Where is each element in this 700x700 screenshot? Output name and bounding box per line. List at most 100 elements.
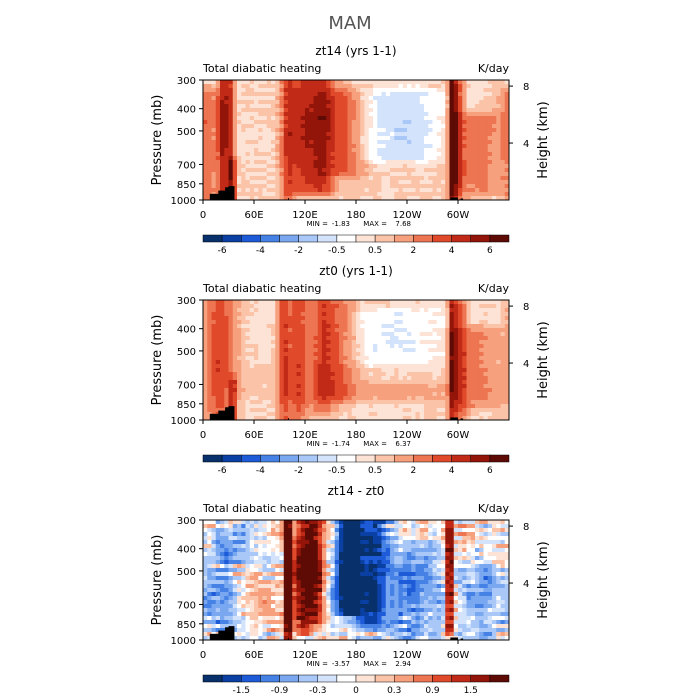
- heatmap-cell: [466, 544, 472, 549]
- heatmap-cell: [271, 152, 276, 157]
- heatmap-cell: [305, 196, 310, 201]
- heatmap-cell: [449, 88, 455, 93]
- heatmap-cell: [381, 312, 387, 317]
- heatmap-cell: [207, 300, 212, 305]
- heatmap-cell: [475, 320, 480, 325]
- heatmap-cell: [356, 356, 361, 361]
- heatmap-cell: [232, 108, 238, 113]
- heatmap-cell: [496, 316, 501, 321]
- heatmap-cell: [449, 528, 455, 533]
- heatmap-cell: [445, 412, 450, 417]
- heatmap-cell: [462, 528, 467, 533]
- heatmap-cell: [453, 392, 459, 397]
- heatmap-cell: [475, 104, 480, 109]
- heatmap-cell: [381, 136, 387, 141]
- heatmap-cell: [407, 364, 412, 369]
- heatmap-cell: [279, 340, 285, 345]
- heatmap-cell: [475, 116, 480, 121]
- heatmap-cell: [364, 184, 370, 189]
- heatmap-cell: [203, 120, 208, 125]
- heatmap-cell: [432, 128, 438, 133]
- heatmap-cell: [402, 308, 408, 313]
- heatmap-cell: [288, 84, 293, 89]
- heatmap-cell: [453, 136, 459, 141]
- heatmap-cell: [211, 172, 217, 177]
- heatmap-cell: [356, 300, 361, 305]
- heatmap-cell: [220, 152, 225, 157]
- heatmap-cell: [334, 308, 340, 313]
- heatmap-cell: [279, 324, 285, 329]
- heatmap-cell: [305, 392, 310, 397]
- heatmap-cell: [466, 308, 472, 313]
- heatmap-cell: [220, 168, 225, 173]
- heatmap-cell: [220, 104, 225, 109]
- heatmap-cell: [343, 108, 348, 113]
- heatmap-cell: [224, 180, 229, 185]
- heatmap-cell: [224, 392, 229, 397]
- heatmap-cell: [496, 180, 501, 185]
- heatmap-cell: [432, 140, 438, 145]
- heatmap-cell: [441, 144, 446, 149]
- heatmap-cell: [351, 88, 357, 93]
- heatmap-cell: [237, 540, 242, 545]
- heatmap-cell: [487, 172, 493, 177]
- heatmap-cell: [458, 136, 463, 141]
- heatmap-cell: [249, 168, 255, 173]
- heatmap-cell: [237, 404, 242, 409]
- heatmap-cell: [470, 312, 476, 317]
- heatmap-cell: [475, 344, 480, 349]
- heatmap-cell: [441, 412, 446, 417]
- heatmap-cell: [449, 336, 455, 341]
- heatmap-cell: [368, 168, 374, 173]
- heatmap-cell: [266, 328, 272, 333]
- heatmap-cell: [504, 304, 510, 309]
- heatmap-cell: [309, 88, 314, 93]
- heatmap-cell: [245, 160, 251, 165]
- heatmap-cell: [496, 184, 501, 189]
- heatmap-cell: [424, 176, 429, 181]
- heatmap-cell: [241, 84, 246, 89]
- heatmap-cell: [211, 384, 217, 389]
- heatmap-cell: [368, 352, 374, 357]
- heatmap-cell: [309, 408, 314, 413]
- heatmap-cell: [343, 400, 348, 405]
- heatmap-cell: [245, 140, 251, 145]
- heatmap-cell: [288, 520, 293, 525]
- heatmap-cell: [424, 108, 429, 113]
- heatmap-cell: [432, 328, 438, 333]
- heatmap-cell: [271, 344, 276, 349]
- heatmap-cell: [266, 160, 272, 165]
- heatmap-cell: [224, 404, 229, 409]
- heatmap-cell: [419, 344, 425, 349]
- heatmap-cell: [432, 160, 438, 165]
- heatmap-cell: [334, 344, 340, 349]
- heatmap-cell: [317, 88, 323, 93]
- heatmap-cell: [419, 332, 425, 337]
- heatmap-cell: [271, 116, 276, 121]
- panels: zt14 (yrs 1-1)Total diabatic heating K/da…: [150, 44, 551, 696]
- heatmap-cell: [207, 316, 212, 321]
- heatmap-cell: [394, 96, 399, 101]
- heatmap-cell: [326, 132, 331, 137]
- heatmap-cell: [237, 196, 242, 201]
- heatmap-cell: [224, 520, 229, 525]
- heatmap-cell: [220, 124, 225, 129]
- heatmap-cell: [334, 84, 340, 89]
- heatmap-cell: [492, 172, 497, 177]
- heatmap-cell: [313, 136, 319, 141]
- heatmap-cell: [211, 532, 217, 537]
- heatmap-cell: [487, 160, 493, 165]
- heatmap-cell: [237, 184, 242, 189]
- heatmap-cell: [449, 388, 455, 393]
- heatmap-cell: [330, 148, 336, 153]
- heatmap-cell: [419, 300, 425, 305]
- heatmap-cell: [339, 364, 344, 369]
- heatmap-cell: [232, 396, 238, 401]
- heatmap-cell: [394, 300, 399, 305]
- heatmap-cell: [254, 156, 259, 161]
- heatmap-cell: [496, 124, 501, 129]
- heatmap-cell: [449, 96, 455, 101]
- orography: [209, 406, 464, 420]
- heatmap-cell: [483, 84, 489, 89]
